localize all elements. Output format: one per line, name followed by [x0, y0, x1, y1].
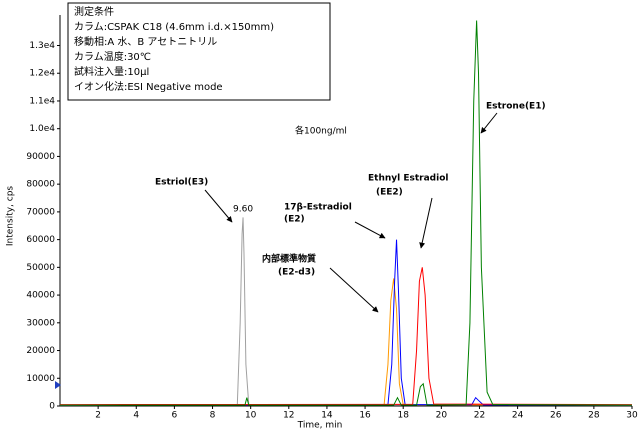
- y-tick-label: 70000: [26, 207, 55, 217]
- trace: [59, 278, 633, 406]
- annotation: (E2-d3): [278, 268, 315, 278]
- x-tick-label: 26: [550, 411, 562, 421]
- y-tick-label: 30000: [26, 318, 55, 328]
- marker: [55, 381, 61, 389]
- annotation: (E2): [284, 215, 305, 225]
- y-tick-label: 40000: [26, 291, 55, 301]
- x-tick-label: 8: [210, 411, 216, 421]
- x-tick-label: 6: [172, 411, 178, 421]
- annotation: (EE2): [376, 188, 403, 198]
- peak-label: 9.60: [233, 205, 253, 215]
- annotation: 17β-Estradiol: [284, 203, 352, 213]
- annotation: Ethnyl Estradiol: [368, 174, 448, 184]
- x-tick-label: 2: [95, 411, 101, 421]
- x-tick-label: 16: [359, 411, 371, 421]
- conditions-box: [67, 2, 331, 101]
- trace: [59, 217, 633, 406]
- x-tick-label: 22: [474, 411, 485, 421]
- y-tick-label: 0: [49, 402, 55, 412]
- y-tick-label: 1.1e4: [29, 96, 55, 106]
- y-tick-label: 1.0e4: [29, 124, 55, 134]
- x-tick-label: 10: [245, 411, 257, 421]
- arrow: [329, 267, 379, 313]
- condition: カラム温度:30℃: [74, 50, 151, 63]
- y-tick-label: 10000: [26, 374, 55, 384]
- y-tick-label: 50000: [26, 263, 55, 273]
- condition: 試料注入量:10μl: [74, 65, 149, 78]
- annotation: Estrone(E1): [486, 102, 546, 112]
- y-tick-label: 90000: [26, 152, 55, 162]
- y-tick-label: 60000: [26, 235, 55, 245]
- arrows: [204, 112, 498, 313]
- y-tick-label: 80000: [26, 180, 55, 190]
- subtitle: 各100ng/ml: [295, 125, 347, 137]
- arrow: [204, 189, 233, 223]
- y-axis-label: Intensity, cps: [6, 186, 16, 247]
- arrow: [480, 112, 498, 134]
- x-tick-label: 28: [588, 411, 600, 421]
- trace: [59, 239, 633, 406]
- condition: イオン化法:ESI Negative mode: [74, 80, 223, 93]
- x-axis-label: Time, min: [297, 421, 343, 431]
- condition: カラム:CSPAK C18 (4.6mm i.d.×150mm): [74, 21, 274, 33]
- annotation: Estriol(E3): [155, 178, 208, 188]
- x-tick-label: 20: [436, 411, 448, 421]
- conditions: 測定条件 カラム:CSPAK C18 (4.6mm i.d.×150mm) 移動…: [74, 5, 274, 93]
- annotation: 内部標準物質: [262, 253, 316, 265]
- y-tick-label: 20000: [26, 346, 55, 356]
- condition: 移動相:A 水、B アセトニトリル: [74, 35, 217, 48]
- condition-title: 測定条件: [74, 5, 114, 18]
- x-tick-label: 4: [133, 411, 139, 421]
- y-tick-label: 1.3e4: [29, 41, 55, 51]
- trace: [59, 267, 633, 406]
- x-tick-label: 24: [512, 411, 524, 421]
- plot-area: 0 10000 20000 30000 40000 50000 60000 70000 8000…: [26, 15, 638, 421]
- arrow: [419, 197, 433, 249]
- arrow: [354, 221, 386, 239]
- x-tick-label: 12: [283, 411, 294, 421]
- x-tick-label: 30: [626, 411, 638, 421]
- x-tick-label: 18: [397, 411, 409, 421]
- y-tick-label: 1.2e4: [29, 69, 55, 79]
- trace: [60, 20, 633, 406]
- x-tick-label: 14: [321, 411, 333, 421]
